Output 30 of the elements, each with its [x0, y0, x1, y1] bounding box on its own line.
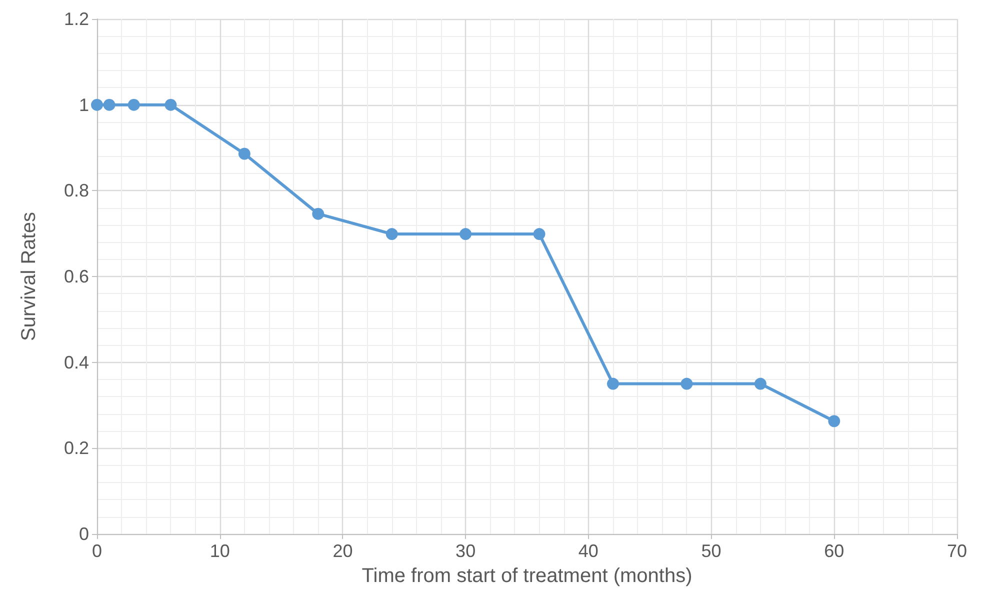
x-tick-label: 40	[578, 541, 598, 561]
y-tick-label: 0	[78, 524, 89, 544]
x-tick-label: 30	[456, 541, 476, 561]
point	[164, 98, 177, 111]
point	[607, 378, 619, 390]
point	[103, 98, 116, 111]
y-tick-label: 1	[78, 94, 89, 115]
point	[238, 148, 250, 160]
x-tick-label: 70	[946, 541, 968, 561]
point	[828, 415, 840, 428]
y-tick-label: 0.2	[64, 438, 89, 458]
x-axis-title: Time from start of treatment (months)	[362, 565, 692, 587]
point	[91, 98, 103, 111]
x-tick-label: 10	[210, 541, 230, 561]
point	[312, 208, 324, 220]
point	[386, 228, 398, 240]
y-tick-label: 1.2	[64, 9, 89, 29]
point	[680, 378, 693, 390]
point	[533, 228, 546, 240]
x-tick-label: 50	[701, 541, 722, 561]
x-tick-label: 60	[824, 541, 844, 561]
point	[128, 98, 140, 111]
y-tick-label: 0.6	[64, 266, 89, 286]
y-axis-title: Survival Rates	[18, 212, 40, 341]
point	[460, 228, 472, 240]
point	[754, 378, 766, 390]
x-tick-label: 20	[332, 541, 353, 561]
y-tick-label: 0.8	[64, 180, 89, 201]
y-tick-label: 0.4	[64, 352, 89, 372]
x-tick-label: 0	[92, 541, 102, 561]
